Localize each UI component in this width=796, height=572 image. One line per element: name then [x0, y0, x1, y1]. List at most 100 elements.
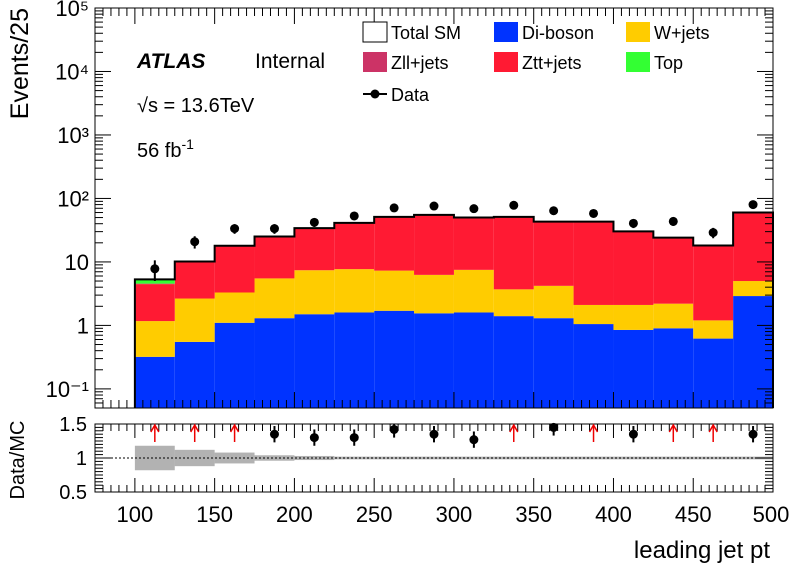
stacked-histogram — [133, 211, 774, 408]
luminosity-value: 56 fb — [137, 140, 181, 162]
ratio-point — [389, 424, 399, 434]
ratio-band-bin — [573, 456, 614, 460]
bar-w-jets-bin-0 — [134, 321, 175, 357]
data-point — [429, 201, 439, 211]
legend-swatch-zll-jets — [363, 52, 387, 72]
data-point — [389, 203, 399, 213]
bar-w-jets-bin-6 — [374, 270, 415, 311]
legend-swatch-top — [626, 52, 650, 72]
bar-w-jets-bin-11 — [573, 304, 614, 325]
ratio-point — [748, 429, 758, 439]
ratio-band-bin — [493, 456, 534, 460]
bar-ztt-jets-bin-14 — [693, 245, 734, 321]
bar-w-jets-bin-3 — [254, 278, 295, 319]
bar-w-jets-bin-15 — [733, 281, 773, 297]
bar-ztt-jets-bin-15 — [733, 212, 773, 282]
bar-di-boson-bin-6 — [374, 310, 415, 408]
bar-di-boson-bin-3 — [254, 318, 295, 408]
main-y-tick-label: 10⁵ — [55, 0, 89, 21]
bar-di-boson-bin-8 — [453, 312, 494, 408]
bar-w-jets-bin-9 — [493, 289, 534, 317]
data-point — [708, 228, 718, 238]
bar-di-boson-bin-13 — [653, 328, 694, 408]
main-y-axis: 10⁻¹ 1 10 10² 10³ 10⁴ 10⁵ — [46, 0, 773, 409]
bar-di-boson-bin-15 — [733, 296, 773, 408]
ratio-y-axis-label: Data/MC — [7, 421, 29, 500]
total-sm-outline — [133, 211, 774, 408]
bar-di-boson-bin-11 — [573, 324, 614, 408]
legend: Total SM Di-boson W+jets Zll+jets Ztt+jets To… — [362, 21, 710, 105]
bar-ztt-jets-bin-4 — [294, 228, 335, 271]
data-point — [628, 218, 638, 228]
legend-swatch-di-boson — [494, 22, 518, 42]
x-tick-label: 150 — [196, 502, 233, 527]
bar-w-jets-bin-12 — [613, 304, 654, 330]
ratio-band-bin — [214, 452, 255, 464]
ratio-off-scale-arrowhead — [588, 423, 599, 433]
data-point — [269, 224, 279, 234]
bar-ztt-jets-bin-10 — [533, 221, 574, 286]
status-label: Internal — [255, 50, 325, 73]
x-tick-label: 300 — [436, 502, 473, 527]
atlas-label: ATLAS — [136, 50, 205, 73]
x-tick-label: 400 — [595, 502, 632, 527]
bar-w-jets-bin-1 — [174, 298, 215, 342]
legend-label-data: Data — [391, 85, 430, 105]
bar-ztt-jets-bin-13 — [653, 237, 694, 304]
bar-ztt-jets-bin-9 — [493, 217, 534, 290]
data-point — [190, 237, 200, 247]
legend-swatch-w-jets — [626, 22, 650, 42]
bar-ztt-jets-bin-12 — [613, 231, 654, 305]
ratio-y-tick-label: 1.5 — [59, 414, 87, 436]
ratio-points — [150, 422, 758, 448]
bar-ztt-jets-bin-6 — [374, 217, 415, 271]
ratio-band-bin — [374, 456, 415, 460]
annotations: ATLAS Internal √s = 13.6TeV 56 fb-1 — [136, 50, 325, 162]
bar-w-jets-bin-7 — [414, 274, 454, 314]
ratio-y-tick-label: 0.5 — [59, 482, 87, 504]
ratio-off-scale-arrowhead — [150, 423, 160, 433]
bar-w-jets-bin-5 — [334, 269, 375, 313]
ratio-point — [549, 422, 559, 432]
x-axis-label: leading jet pt — [634, 537, 770, 564]
data-point — [469, 204, 479, 214]
x-axis: 100 150 200 250 300 350 400 450 500 — [94, 424, 789, 527]
x-tick-label: 100 — [117, 502, 154, 527]
data-point — [748, 200, 758, 210]
ratio-band-bin — [334, 456, 375, 460]
bar-di-boson-bin-1 — [174, 341, 215, 408]
data-point — [549, 206, 559, 216]
ratio-off-scale-arrowhead — [190, 423, 200, 433]
bar-di-boson-bin-14 — [693, 338, 734, 408]
bar-w-jets-bin-4 — [294, 270, 335, 315]
main-y-axis-label: Events/25 — [6, 8, 34, 119]
ratio-band-bin — [533, 456, 574, 460]
bar-ztt-jets-bin-11 — [573, 221, 614, 305]
data-point — [230, 224, 240, 234]
bar-di-boson-bin-4 — [294, 314, 335, 408]
ratio-band-bin — [414, 456, 454, 460]
ratio-band-bin — [653, 456, 694, 460]
main-y-tick-label: 10⁴ — [55, 59, 89, 84]
ratio-point — [349, 433, 359, 443]
data-point — [509, 200, 519, 210]
ratio-off-scale-arrowhead — [668, 423, 678, 433]
x-tick-label: 450 — [675, 502, 712, 527]
bar-di-boson-bin-2 — [214, 322, 255, 408]
energy-label: √s = 13.6TeV — [137, 95, 255, 117]
ratio-band-bin — [693, 456, 734, 460]
ratio-point — [469, 435, 479, 445]
legend-label-w-jets: W+jets — [654, 23, 710, 43]
bar-w-jets-bin-2 — [214, 292, 255, 323]
legend-swatch-total-sm — [362, 21, 388, 43]
bar-ztt-jets-bin-0 — [134, 284, 175, 322]
ratio-band-bin — [453, 456, 494, 460]
ratio-band-bin — [733, 456, 773, 460]
data-points — [150, 200, 758, 281]
luminosity-label: 56 fb-1 — [137, 136, 194, 162]
bar-di-boson-bin-9 — [493, 316, 534, 408]
bar-w-jets-bin-14 — [693, 320, 734, 339]
ratio-off-scale-arrowhead — [708, 423, 718, 433]
